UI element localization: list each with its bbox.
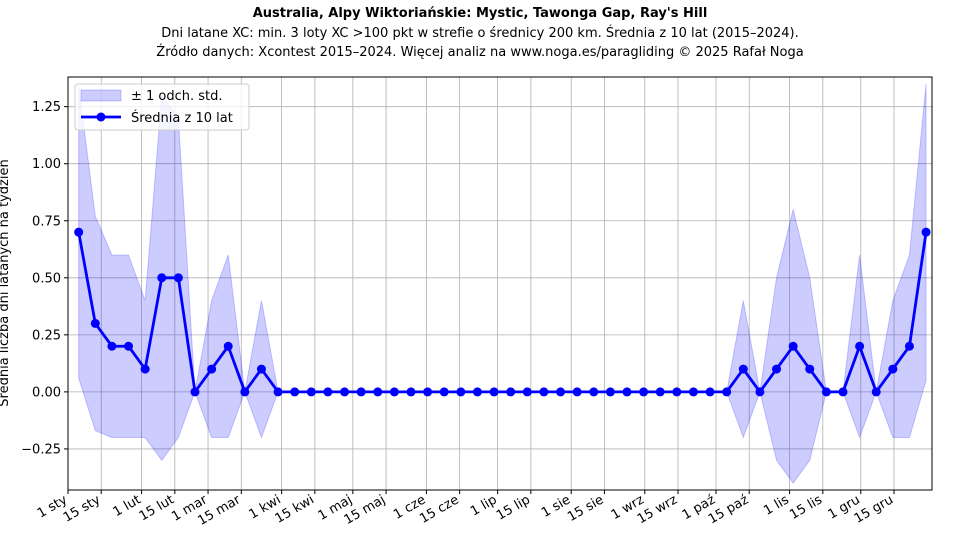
data-point (240, 387, 250, 397)
x-tick-label: 15 lip (494, 492, 533, 523)
data-point (273, 387, 283, 397)
data-point (256, 364, 266, 374)
data-point (655, 387, 665, 397)
data-point (888, 364, 898, 374)
data-point (622, 387, 632, 397)
data-point (456, 387, 466, 397)
data-point (755, 387, 765, 397)
data-point (157, 273, 167, 283)
data-point (904, 341, 914, 351)
legend-label: ± 1 odch. std. (131, 89, 223, 104)
data-point (772, 364, 782, 374)
x-tick-label: 15 kwi (273, 492, 317, 526)
data-point (124, 341, 134, 351)
data-point (589, 387, 599, 397)
data-point (688, 387, 698, 397)
x-tick-label: 15 sie (565, 492, 606, 525)
data-point (821, 387, 831, 397)
data-point (871, 387, 881, 397)
data-point (207, 364, 217, 374)
data-point (489, 387, 499, 397)
data-point (74, 227, 84, 237)
x-tick-label: 15 lut (137, 492, 177, 524)
data-point (472, 387, 482, 397)
y-tick-label: 0.50 (32, 271, 61, 286)
data-point (173, 273, 183, 283)
data-point (223, 341, 233, 351)
data-point (921, 227, 931, 237)
data-point (788, 341, 798, 351)
y-tick-label: 0.75 (32, 214, 61, 229)
std-band (78, 83, 927, 485)
data-point (572, 387, 582, 397)
data-point (306, 387, 316, 397)
data-point (738, 364, 748, 374)
legend-band-swatch (80, 89, 122, 102)
y-tick-label: 0.00 (32, 385, 61, 400)
data-point (855, 341, 865, 351)
data-point (323, 387, 333, 397)
y-tick-label: 1.25 (32, 100, 61, 115)
chart-subtitle: Dni latane XC: min. 3 loty XC >100 pkt w… (161, 25, 799, 41)
data-point (805, 364, 815, 374)
data-point (290, 387, 300, 397)
data-point (672, 387, 682, 397)
x-tick-label: 15 lis (787, 492, 825, 522)
data-point (423, 387, 433, 397)
data-point (539, 387, 549, 397)
data-point (522, 387, 532, 397)
data-point (556, 387, 566, 397)
chart-title: Australia, Alpy Wiktoriańskie: Mystic, T… (253, 6, 708, 21)
x-tick-label: 1 lip (468, 492, 500, 519)
data-point (639, 387, 649, 397)
x-tick-label: 1 lis (761, 492, 792, 518)
data-point (439, 387, 449, 397)
y-tick-label: −0.25 (21, 442, 61, 457)
data-point (373, 387, 383, 397)
data-point (605, 387, 615, 397)
data-point (190, 387, 200, 397)
data-point (506, 387, 516, 397)
x-tick-label: 15 sty (61, 492, 104, 525)
data-point (340, 387, 350, 397)
legend-box (74, 83, 250, 131)
data-point (722, 387, 732, 397)
x-tick-label: 15 gru (852, 492, 896, 526)
data-point (107, 341, 117, 351)
legend-label: Średnia z 10 lat (131, 110, 233, 126)
data-point (356, 387, 366, 397)
chart-source: Źródło danych: Xcontest 2015–2024. Więce… (156, 44, 803, 60)
mean-line (77, 231, 928, 396)
data-point (406, 387, 416, 397)
y-tick-label: 0.25 (32, 328, 61, 343)
plot-frame (67, 76, 933, 491)
data-point (140, 364, 150, 374)
y-tick-label: 1.00 (32, 157, 61, 172)
data-point (705, 387, 715, 397)
y-axis-label: Średnia liczba dni latanych na tydzień (0, 159, 12, 406)
legend-marker (96, 112, 106, 122)
data-point (90, 318, 100, 328)
data-point (389, 387, 399, 397)
data-point (838, 387, 848, 397)
